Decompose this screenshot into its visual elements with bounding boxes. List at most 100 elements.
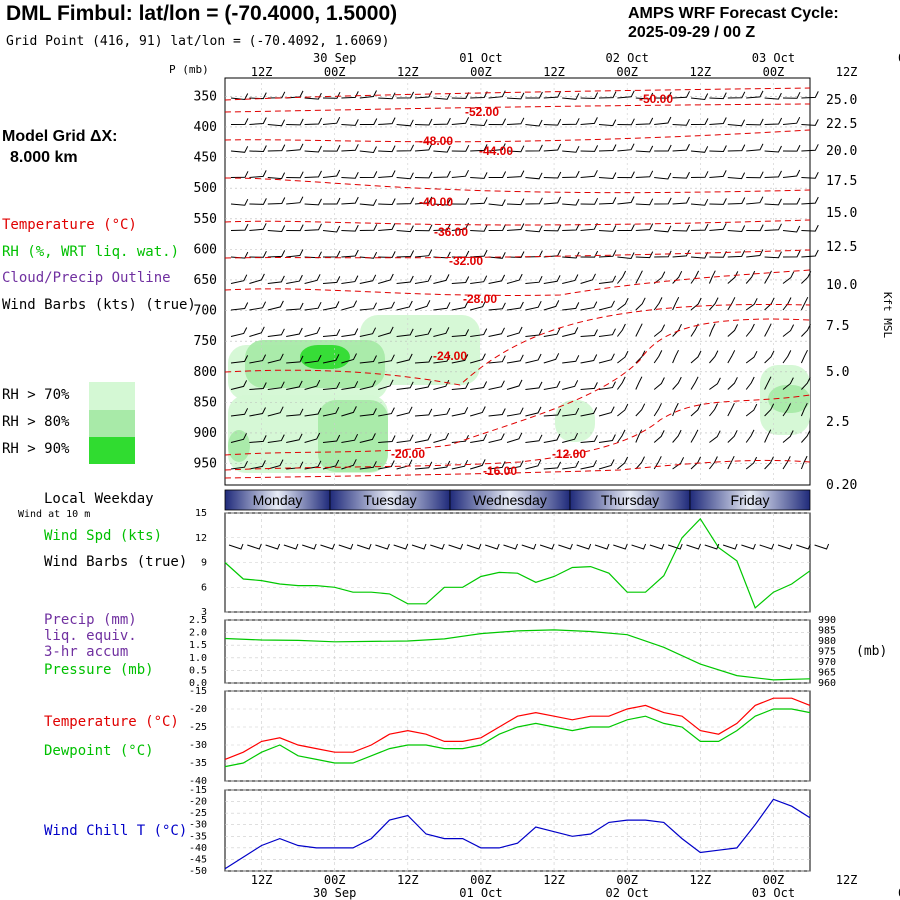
surface-wind-barb <box>613 543 628 550</box>
legend-rh70-label: RH > 70% <box>2 387 70 403</box>
pressure-right-tick-label: 980 <box>818 636 836 647</box>
top-date-label: 02 Oct <box>606 51 649 65</box>
wind-barb <box>267 328 285 337</box>
wind-barb <box>249 198 267 205</box>
wind-barb <box>267 434 285 443</box>
wind-barb <box>488 461 506 470</box>
wind-barb <box>782 297 792 311</box>
wind-speed-tick-label: 3 <box>201 607 207 618</box>
wind-barb <box>635 170 654 178</box>
wind-barb <box>690 93 709 101</box>
wind-barb <box>690 429 699 443</box>
wind-barb <box>653 324 666 337</box>
wind-barb <box>562 93 580 100</box>
wind-barb <box>764 117 783 125</box>
top-hour-label: 00Z <box>470 65 492 79</box>
wind-barb <box>286 249 304 258</box>
wind-barb <box>249 301 267 311</box>
wind-barb <box>396 275 414 284</box>
wind-chill-tick-label: -20 <box>189 797 207 808</box>
pressure-label: Pressure (mb) <box>44 662 154 678</box>
dewpoint-panel-label: Dewpoint (°C) <box>44 743 154 759</box>
top-hour-label: 12Z <box>397 65 419 79</box>
wind-barb <box>323 197 341 205</box>
wind-barb <box>322 301 340 311</box>
wind-barb <box>525 275 543 284</box>
wind-barb <box>635 376 643 390</box>
wind-barb <box>506 460 524 470</box>
bottom-date-label: 30 Sep <box>313 886 356 900</box>
wind-barb <box>746 224 764 232</box>
wind-barb <box>230 355 249 364</box>
pressure-tick-label: 350 <box>194 89 217 104</box>
height-tick-label: 10.0 <box>826 278 857 293</box>
wind-barb <box>635 297 646 311</box>
surface-wind-barb <box>283 543 299 550</box>
weekday-label: Wednesday <box>473 492 547 508</box>
wind-barb <box>598 119 617 127</box>
wind-barb <box>727 455 735 470</box>
wind-barb <box>378 92 396 100</box>
temperature-contour-label: -36.00 <box>434 225 468 239</box>
wind-barb <box>396 225 414 233</box>
wind-barb <box>580 170 598 178</box>
wind-barb <box>801 323 811 337</box>
wind-barb <box>654 197 672 205</box>
wind-barb <box>690 350 702 364</box>
wind-barb <box>764 429 772 443</box>
wind-barb <box>359 251 378 259</box>
wind-barb <box>378 379 394 390</box>
wind-barb <box>580 435 598 443</box>
bottom-hour-label: 00Z <box>324 873 346 887</box>
wind-barb <box>286 143 304 152</box>
wind-barb <box>690 146 709 153</box>
wind-barb <box>341 381 359 390</box>
precip-tick-label: 0.0 <box>189 678 207 689</box>
wind-barb <box>267 197 286 205</box>
wind-barb <box>359 408 377 417</box>
wind-barb <box>433 117 451 125</box>
wind-barb <box>543 433 561 443</box>
temperature-tick-label: -35 <box>189 758 207 769</box>
wind-barb <box>709 377 721 390</box>
pressure-right-tick-label: 965 <box>818 668 836 679</box>
wind-barb <box>304 379 321 390</box>
wind-barb <box>562 432 579 443</box>
wind-barb <box>800 349 808 364</box>
surface-wind-barb <box>649 543 665 550</box>
wind-barb <box>506 251 525 259</box>
wind-barb <box>653 377 665 390</box>
wind-barb <box>525 434 543 443</box>
wind-barb <box>249 92 267 100</box>
wind-barb <box>562 460 580 470</box>
wind-barb <box>286 327 303 337</box>
temperature-contour-label: -50.00 <box>639 92 673 106</box>
weekday-label: Thursday <box>601 492 659 508</box>
wind-barb <box>543 300 560 311</box>
wind-barb <box>690 171 709 178</box>
wind-barb <box>506 273 523 284</box>
wind-barb <box>801 271 812 284</box>
bottom-hour-label: 12Z <box>251 873 273 887</box>
wind-barb <box>433 302 451 311</box>
wind-barb <box>727 430 738 443</box>
temperature-contour-label: -24.00 <box>433 349 467 363</box>
wind-barb <box>322 276 341 284</box>
wind-barb <box>249 170 267 178</box>
wind-barb <box>359 199 377 206</box>
wind-barb <box>543 224 562 232</box>
wind-barb <box>267 275 285 284</box>
wind-barb <box>709 92 727 100</box>
wind-barb <box>396 172 414 180</box>
temperature-panel-label: Temperature (°C) <box>44 714 179 730</box>
wind-barb <box>764 145 782 153</box>
wind-barb <box>764 403 775 417</box>
wind-barb <box>617 252 635 260</box>
surface-wind-barb <box>576 543 592 550</box>
wind-barb <box>451 354 469 364</box>
wind-barb <box>654 225 672 233</box>
wind-barb <box>543 90 562 99</box>
wind-barb <box>727 119 746 127</box>
wind-barb <box>488 118 507 126</box>
